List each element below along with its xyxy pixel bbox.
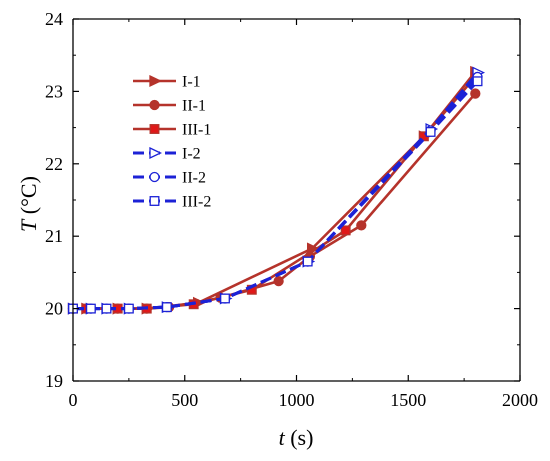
data-point-iii-2 [123, 303, 134, 314]
legend-entry-iii-2: III-2 [133, 194, 211, 211]
data-point-iii-2 [425, 126, 436, 137]
legend-marker [149, 124, 160, 134]
legend-marker [149, 146, 163, 160]
y-tick-label: 20 [45, 299, 63, 319]
series-line-iii-2 [73, 80, 479, 311]
series-iii-1 [68, 71, 481, 314]
y-axis-variable: T [16, 218, 41, 232]
x-tick-label: 1000 [279, 390, 315, 410]
series-ii-1 [67, 88, 481, 314]
x-axis-unit: (s) [285, 425, 314, 450]
data-point-ii-1 [273, 275, 284, 287]
legend-entry-i-2: I-2 [133, 146, 201, 163]
legend-label: I-1 [182, 74, 201, 91]
legend-label: I-2 [182, 146, 201, 163]
legend-marker [149, 74, 163, 88]
legend-label: III-2 [182, 194, 211, 211]
y-tick-label: 22 [45, 154, 63, 174]
series-line-iii-1 [73, 76, 477, 310]
y-axis-unit: (°C) [16, 176, 41, 220]
y-tick-label: 24 [45, 9, 63, 29]
series-ii-2 [67, 71, 483, 314]
y-tick-label: 21 [45, 226, 63, 246]
y-tick-label: 23 [45, 81, 63, 101]
x-axis-variable: t [279, 425, 286, 450]
x-tick-label: 500 [171, 390, 198, 410]
legend-label: III-1 [182, 122, 211, 139]
series-line-i-2 [73, 71, 479, 311]
data-point-iii-2 [161, 302, 172, 313]
legend-marker [149, 196, 160, 206]
series-line-i-1 [73, 71, 477, 310]
data-point-iii-2 [472, 76, 483, 87]
legend-entry-ii-2: II-2 [133, 170, 206, 187]
y-axis-label: T (°C) [16, 176, 41, 232]
legend-marker [149, 171, 160, 183]
x-tick-label: 2000 [502, 390, 538, 410]
data-point-iii-2 [302, 256, 313, 267]
legend-label: II-1 [182, 98, 206, 115]
data-point-iii-2 [101, 303, 112, 314]
axes-layer: 0 500 1000 1500 2000 19 20 21 22 23 24 [45, 9, 538, 410]
x-tick-label: 1500 [390, 390, 426, 410]
x-tick-label: 0 [69, 390, 78, 410]
data-point-ii-1 [470, 88, 481, 99]
legend-entry-i-1: I-1 [133, 74, 201, 91]
series-layer [67, 65, 486, 315]
y-tick-label: 19 [45, 371, 63, 391]
data-point-ii-1 [356, 220, 367, 231]
legend-entry-ii-1: II-1 [133, 98, 206, 115]
data-point-iii-2 [85, 303, 96, 314]
legend-marker [149, 99, 160, 111]
data-point-iii-1 [340, 225, 351, 236]
data-point-iii-2 [220, 293, 230, 304]
x-axis-label: t (s) [279, 425, 314, 450]
legend-entry-iii-1: III-1 [133, 122, 211, 139]
legend-label: II-2 [182, 170, 206, 187]
legend: I-1 II-1 III-1 I-2 II-2 III-2 [133, 74, 211, 211]
